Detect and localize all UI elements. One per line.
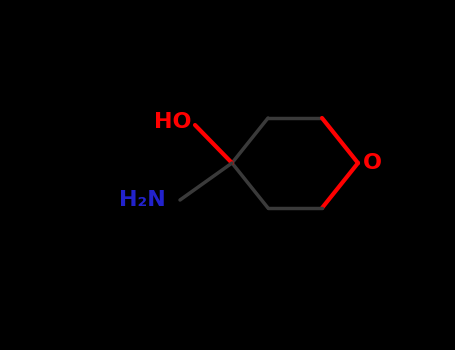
Text: O: O [363, 153, 381, 173]
Text: HO: HO [154, 112, 192, 132]
Text: H₂N: H₂N [119, 190, 165, 210]
